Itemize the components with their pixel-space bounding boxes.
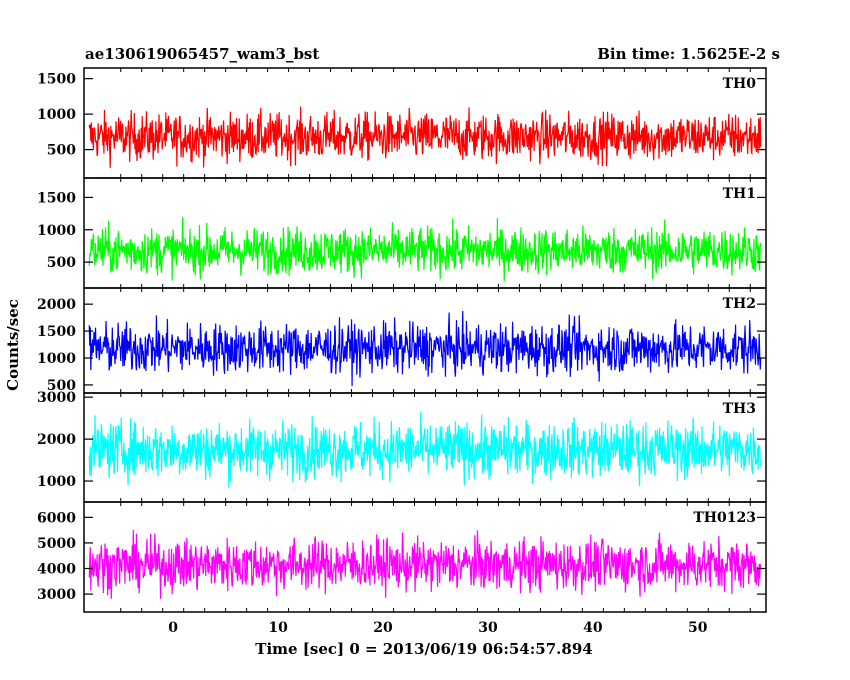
y-tick-label: 1500 (37, 190, 76, 206)
panel-frame (83, 501, 767, 613)
y-tick-label: 2000 (37, 297, 76, 313)
x-tick-label: 50 (688, 620, 708, 636)
series-th3 (88, 411, 762, 488)
title-right: Bin time: 1.5625E-2 s (597, 45, 780, 63)
panel-th1: 500 1000 1500 TH1 (37, 177, 767, 289)
panel-frame (83, 177, 767, 289)
y-tick-label: 500 (47, 255, 76, 271)
x-tick-label: 10 (268, 620, 288, 636)
panel-th0123: 3000 4000 5000 6000 TH0123 (37, 501, 767, 613)
x-axis-label: Time [sec] 0 = 2013/06/19 06:54:57.894 (255, 640, 592, 658)
x-tick-label: 0 (168, 620, 178, 636)
y-tick-label: 1500 (37, 72, 76, 88)
y-tick-label: 1000 (37, 223, 76, 239)
panel-label: TH3 (723, 401, 756, 417)
y-tick-label: 4000 (37, 562, 76, 578)
series-th2 (88, 311, 762, 386)
y-tick-label: 500 (47, 143, 76, 159)
title-left: ae130619065457_wam3_bst (85, 45, 319, 63)
series-th0123 (88, 529, 762, 599)
y-tick-label: 1000 (37, 107, 76, 123)
y-tick-label: 3000 (37, 390, 76, 406)
y-tick-label: 1000 (37, 474, 76, 490)
y-tick-label: 500 (47, 378, 76, 394)
x-tick-label: 40 (583, 620, 603, 636)
series-th0 (88, 106, 762, 168)
y-tick-label: 3000 (37, 587, 76, 603)
y-axis-label: Counts/sec (4, 299, 22, 391)
panel-th0: 500 1000 1500 TH0 (37, 67, 767, 179)
x-tick-label: 30 (478, 620, 498, 636)
y-tick-label: 1500 (37, 324, 76, 340)
panel-label: TH2 (723, 296, 756, 312)
y-tick-label: 6000 (37, 510, 76, 526)
y-tick-label: 1000 (37, 351, 76, 367)
panel-th2: 500 1000 1500 2000 TH2 (37, 287, 767, 394)
panel-th3: 1000 2000 3000 TH3 (37, 390, 767, 503)
y-tick-label: 5000 (37, 536, 76, 552)
panel-label: TH0123 (693, 510, 756, 526)
x-tick-label: 20 (373, 620, 393, 636)
y-tick-label: 2000 (37, 432, 76, 448)
series-th1 (88, 217, 762, 282)
panel-label: TH1 (723, 186, 756, 202)
panel-label: TH0 (723, 76, 757, 92)
